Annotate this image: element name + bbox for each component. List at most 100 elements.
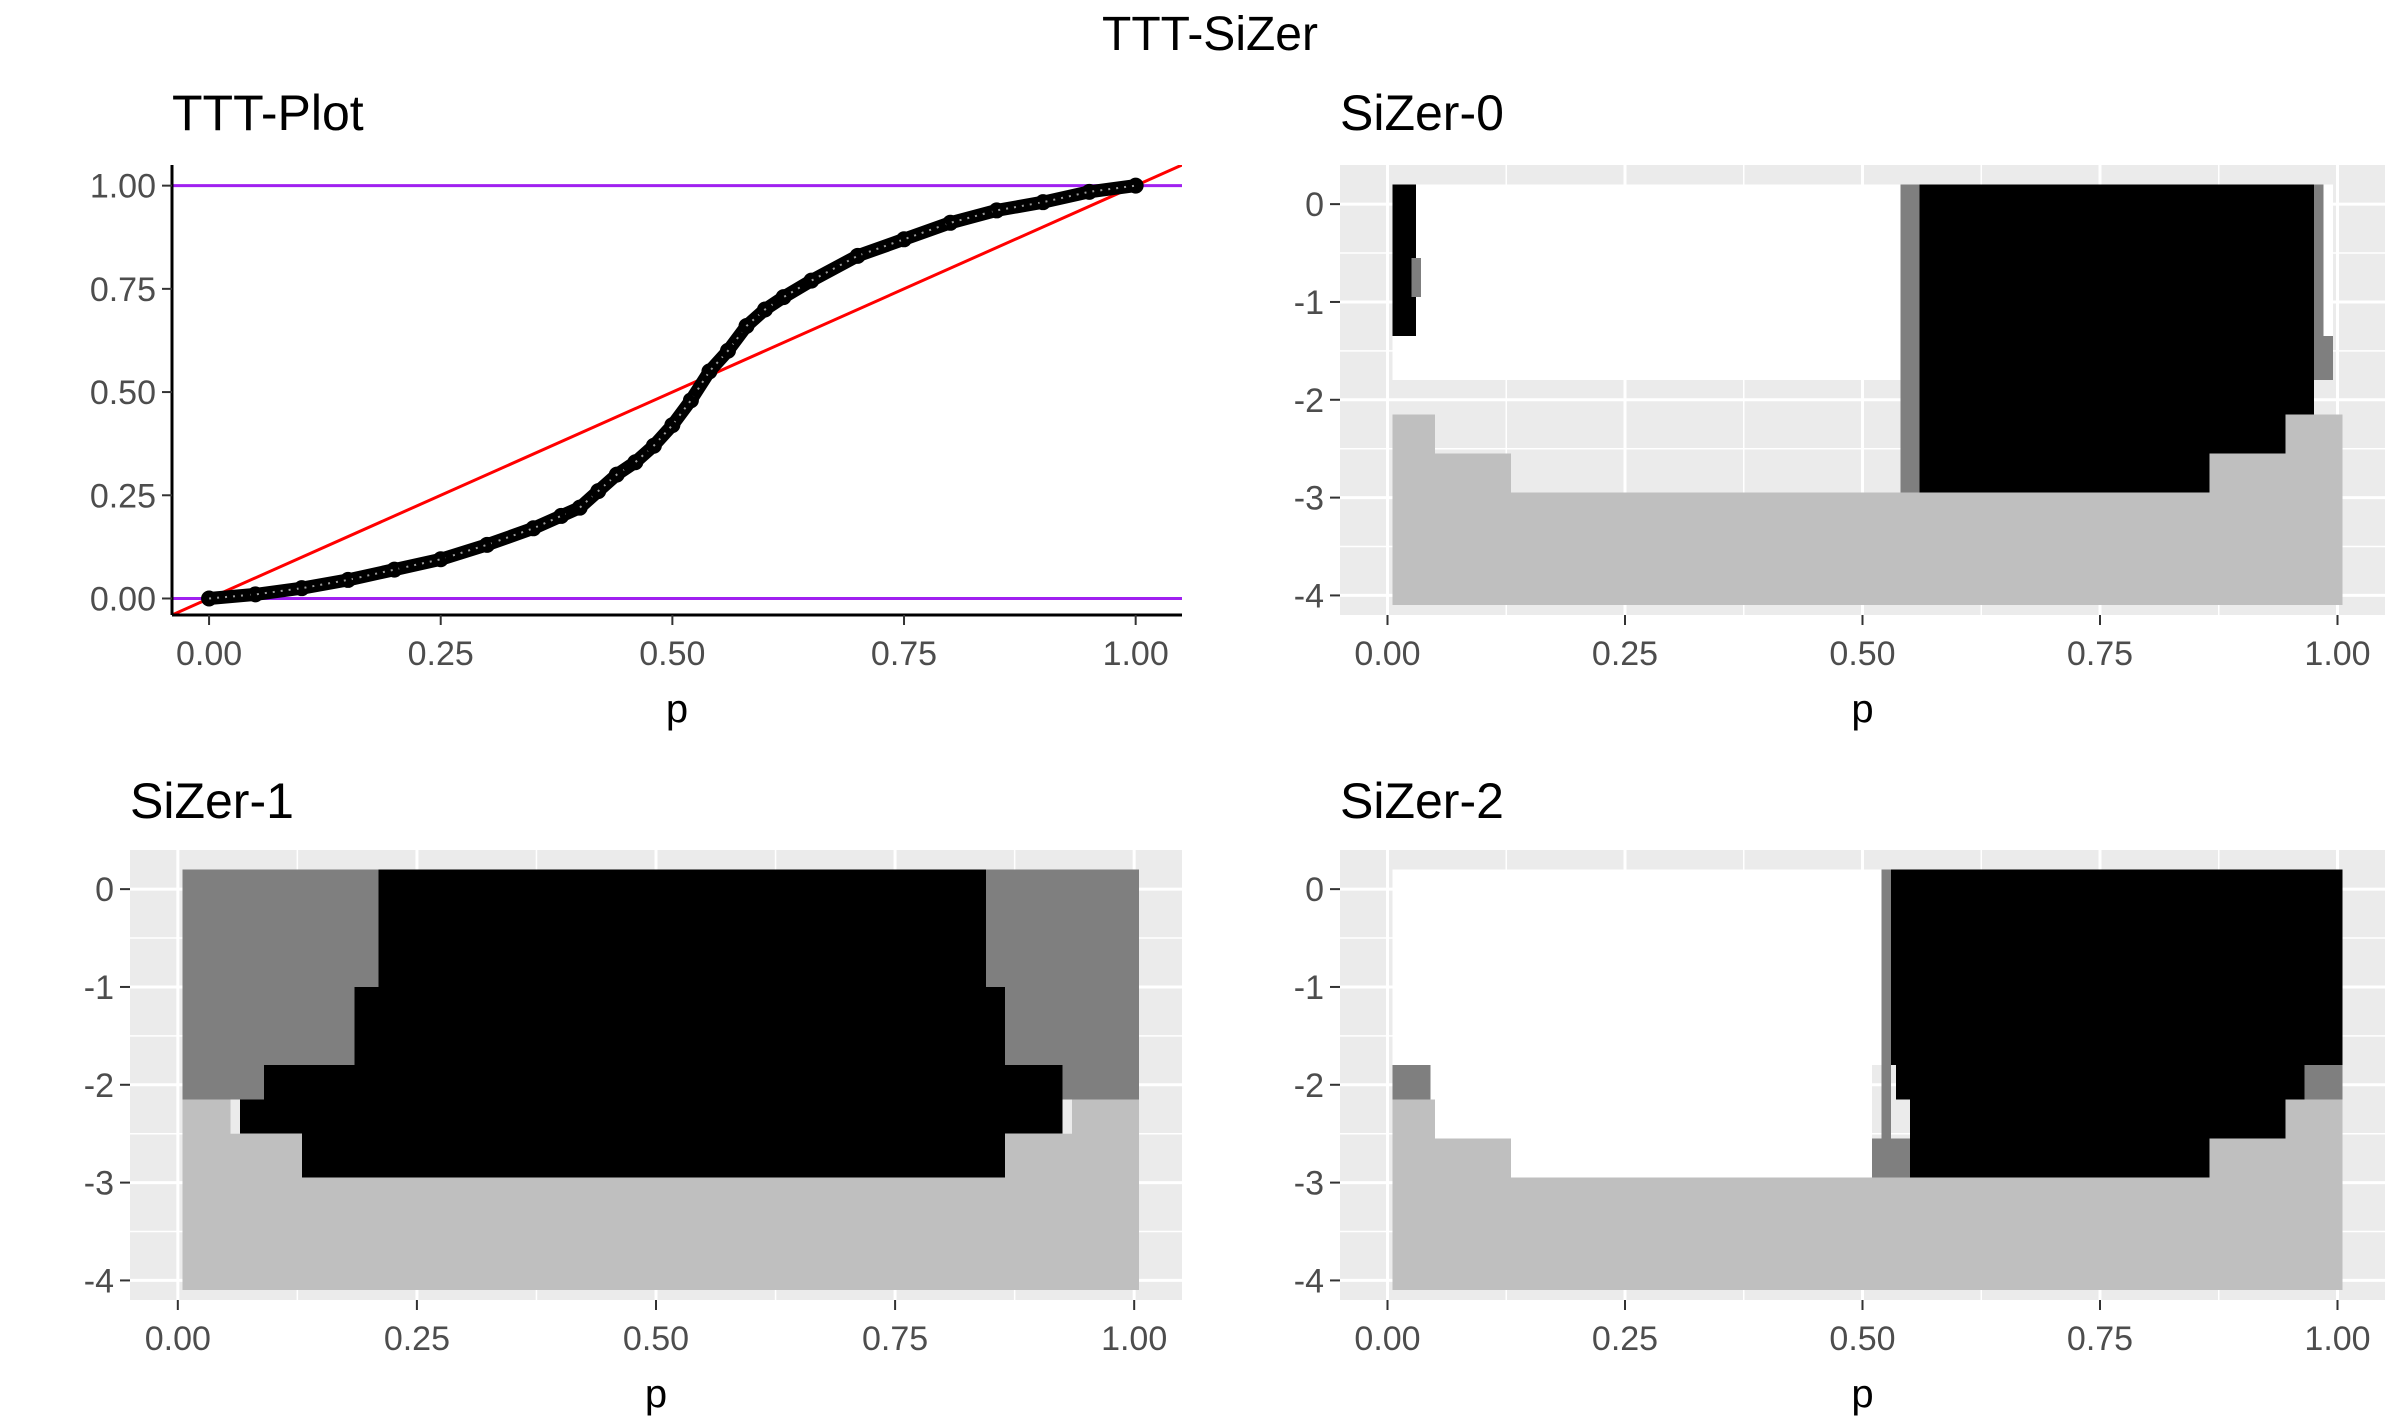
ttt-point	[627, 454, 644, 471]
x-tick-label: 0.00	[1354, 1320, 1420, 1358]
ttt-point	[432, 551, 449, 568]
ttt-point	[590, 483, 607, 500]
sizer-cell-not-significant	[2313, 184, 2324, 337]
ttt-point	[571, 499, 588, 516]
x-tick-label: 0.25	[1592, 1320, 1658, 1358]
ttt-point	[775, 289, 792, 306]
sizer-cell-sparse	[1392, 1177, 2343, 1291]
y-tick-label: 0	[1305, 871, 1324, 909]
y-tick-label: -4	[1294, 1262, 1324, 1300]
diagonal-line	[172, 165, 1182, 615]
sizer-cells	[182, 869, 1139, 1291]
y-tick-label: 1.00	[90, 168, 156, 206]
y-tick-label: -2	[1294, 382, 1324, 420]
sizer-cell-sparse	[230, 1133, 303, 1178]
sizer-cell-sig-increase	[378, 869, 986, 987]
x-tick-label: 1.00	[2304, 635, 2370, 673]
y-tick-label: -1	[1294, 969, 1324, 1007]
ttt-point	[757, 301, 774, 318]
ttt-point	[682, 392, 699, 409]
y-tick-label: 0	[95, 871, 114, 909]
x-tick-label: 0.00	[176, 635, 242, 673]
sizer-cell-not-significant	[1900, 184, 1920, 493]
panel-3: SiZer-1 0.00 0.25 0.50 0.75 1.00 -4 -3 -2 -1 0 p	[84, 773, 1182, 1416]
x-tick-label: 1.00	[1103, 635, 1169, 673]
ttt-point	[988, 202, 1005, 219]
sizer-cell-sparse	[1435, 1138, 1511, 1178]
sizer-cell-sparse	[2285, 414, 2343, 493]
panel-title: SiZer-0	[1340, 85, 1504, 141]
panel-title: TTT-Plot	[172, 85, 364, 141]
ttt-point	[664, 417, 681, 434]
x-tick-label: 0.25	[408, 635, 474, 673]
x-tick-label: 0.50	[639, 635, 705, 673]
sizer-cell-not-significant	[1881, 869, 1891, 1139]
y-tick-label: -2	[1294, 1067, 1324, 1105]
ttt-point	[293, 580, 310, 597]
ttt-point	[719, 342, 736, 359]
ttt-curve	[202, 179, 1143, 605]
panel-title: SiZer-2	[1340, 773, 1504, 829]
x-tick-label: 1.00	[2304, 1320, 2370, 1358]
sizer-cell-sparse	[1392, 1099, 1435, 1178]
y-tick-label: -4	[84, 1262, 114, 1300]
sizer-cell-sparse	[182, 1177, 1139, 1291]
x-tick-label: 0.50	[623, 1320, 689, 1358]
panel-4: SiZer-2 0.00 0.25 0.50 0.75 1.00 -4 -3 -2 -1 0 p	[1294, 773, 2385, 1416]
sizer-cell-not-significant	[2304, 1065, 2343, 1100]
x-tick-label: 0.75	[871, 635, 937, 673]
y-tick-label: -4	[1294, 577, 1324, 615]
ttt-point	[942, 214, 959, 231]
y-tick-label: -2	[84, 1067, 114, 1105]
x-tick-label: 0.75	[2067, 635, 2133, 673]
x-axis-label: p	[645, 1372, 667, 1416]
ttt-point	[1081, 183, 1098, 200]
x-tick-label: 0.25	[1592, 635, 1658, 673]
x-tick-label: 0.50	[1829, 635, 1895, 673]
sizer-cell-sig-increase	[1392, 184, 1416, 337]
sizer-cell-not-significant	[1411, 257, 1421, 298]
y-tick-label: 0	[1305, 186, 1324, 224]
ttt-point	[645, 437, 662, 454]
ttt-point	[340, 571, 357, 588]
x-tick-label: 1.00	[1101, 1320, 1167, 1358]
x-tick-label: 0.75	[862, 1320, 928, 1358]
y-tick-label: 0.75	[90, 271, 156, 309]
figure-title: TTT-SiZer	[1102, 8, 1318, 61]
sizer-cell-sig-increase	[354, 986, 1006, 1066]
sizer-cell-sparse	[1005, 1133, 1073, 1178]
ttt-point	[525, 520, 542, 537]
sizer-cell-sparse	[2209, 1138, 2286, 1178]
panel-title: SiZer-1	[130, 773, 294, 829]
y-tick-label: -1	[1294, 284, 1324, 322]
panels: TTT-Plot 0.00 0.25 0.50 0.75 1.00 0.00 0.25 0.50…	[84, 85, 2385, 1416]
x-tick-label: 0.00	[145, 1320, 211, 1358]
ttt-point	[896, 231, 913, 248]
ttt-point	[849, 247, 866, 264]
sizer-cell-sparse	[182, 1099, 231, 1178]
sizer-cell-sig-increase	[302, 1133, 1006, 1178]
panel-1: TTT-Plot 0.00 0.25 0.50 0.75 1.00 0.00 0.25 0.50…	[90, 85, 1182, 731]
ttt-point	[738, 318, 755, 335]
sizer-cell-sig-increase	[263, 1065, 1063, 1100]
sizer-cells	[1392, 869, 2343, 1291]
x-axis-label: p	[666, 687, 688, 731]
x-tick-label: 0.00	[1354, 635, 1420, 673]
sizer-cell-sparse	[1435, 453, 1511, 493]
x-axis-label: p	[1851, 1372, 1873, 1416]
ttt-content	[172, 165, 1182, 615]
ttt-point	[608, 466, 625, 483]
y-tick-label: 0.50	[90, 374, 156, 412]
sizer-cell-sparse	[1072, 1099, 1139, 1178]
sizer-cell-sparse	[1392, 492, 2343, 606]
y-tick-label: 0.00	[90, 580, 156, 618]
sizer-cell-sparse	[2209, 453, 2286, 493]
y-tick-label: -3	[84, 1165, 114, 1203]
y-tick-label: 0.25	[90, 477, 156, 515]
ttt-point	[701, 363, 718, 380]
panel-2: SiZer-0 0.00 0.25 0.50 0.75 1.00 -4 -3 -2 -1 0 p	[1294, 85, 2385, 731]
sizer-cell-sparse	[2285, 1099, 2343, 1178]
x-tick-label: 0.75	[2067, 1320, 2133, 1358]
sizer-cell-not-significant	[2313, 336, 2333, 381]
